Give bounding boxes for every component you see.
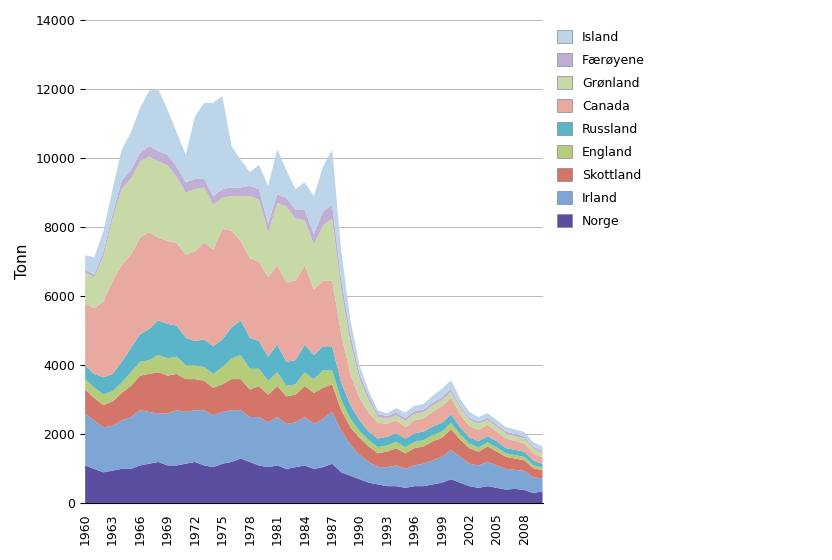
Legend: Island, Færøyene, Grønland, Canada, Russland, England, Skottland, Irland, Norge: Island, Færøyene, Grønland, Canada, Russ… bbox=[553, 26, 649, 231]
Y-axis label: Tonn: Tonn bbox=[15, 244, 30, 279]
